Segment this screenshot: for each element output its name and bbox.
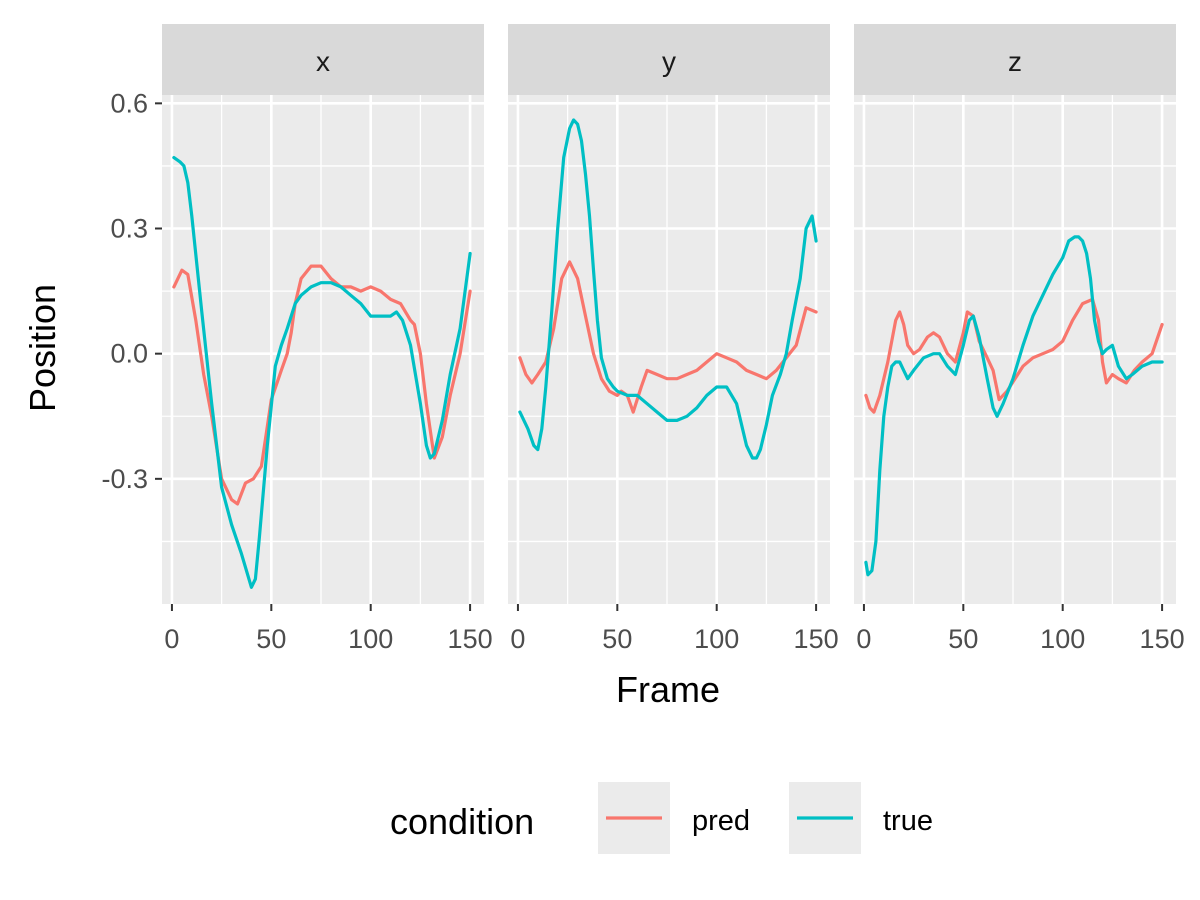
x-tick-label: 100 xyxy=(694,624,739,654)
series-line-pred xyxy=(864,297,1164,414)
x-tick-label: 150 xyxy=(1140,624,1185,654)
strip-background xyxy=(162,24,484,95)
y-tick-label: 0.3 xyxy=(110,214,148,244)
legend-label: true xyxy=(883,805,933,837)
legend-entry-true: true xyxy=(789,782,933,854)
legend-title: condition xyxy=(390,801,534,842)
series-line-true xyxy=(518,118,818,460)
x-tick-label: 50 xyxy=(948,624,978,654)
plot-background xyxy=(162,95,484,604)
x-tick-label: 0 xyxy=(856,624,871,654)
strip-label: y xyxy=(662,46,676,77)
legend-entries: pred true xyxy=(598,782,933,854)
x-tick-label: 100 xyxy=(1040,624,1085,654)
y-tick-label: -0.3 xyxy=(101,464,148,494)
strip-background xyxy=(854,24,1176,95)
x-axis-x: 0 50 100 150 xyxy=(164,604,493,654)
y-tick-label: 0.0 xyxy=(110,339,148,369)
plot-background xyxy=(854,95,1176,604)
plot-background xyxy=(508,95,830,604)
y-axis: -0.3 0.0 0.3 0.6 xyxy=(101,88,162,494)
legend-entry-pred: pred xyxy=(598,782,750,854)
series-line-true xyxy=(864,235,1164,577)
strip-label: z xyxy=(1008,46,1022,77)
x-tick-label: 150 xyxy=(448,624,493,654)
x-axis-z: 0 50 100 150 xyxy=(856,604,1185,654)
panel-y: y xyxy=(508,24,830,604)
x-tick-label: 50 xyxy=(602,624,632,654)
strip-background xyxy=(508,24,830,95)
y-tick-label: 0.6 xyxy=(110,88,148,118)
panels-layer: x y z xyxy=(162,24,1176,604)
x-tick-label: 0 xyxy=(510,624,525,654)
series-line-pred xyxy=(518,260,818,414)
x-tick-label: 100 xyxy=(348,624,393,654)
x-tick-label: 150 xyxy=(794,624,839,654)
x-axes: 0 50 100 150 0 50 100 150 0 50 100 150 xyxy=(164,604,1185,654)
x-axis-title: Frame xyxy=(616,669,720,710)
x-axis-y: 0 50 100 150 xyxy=(510,604,839,654)
y-axis-title: Position xyxy=(22,284,63,412)
panel-x: x xyxy=(162,24,484,604)
x-tick-label: 50 xyxy=(256,624,286,654)
panel-z: z xyxy=(854,24,1176,604)
series-line-true xyxy=(172,156,472,589)
strip-label: x xyxy=(316,46,330,77)
x-tick-label: 0 xyxy=(164,624,179,654)
legend: condition pred true xyxy=(390,782,933,854)
legend-label: pred xyxy=(692,805,750,837)
